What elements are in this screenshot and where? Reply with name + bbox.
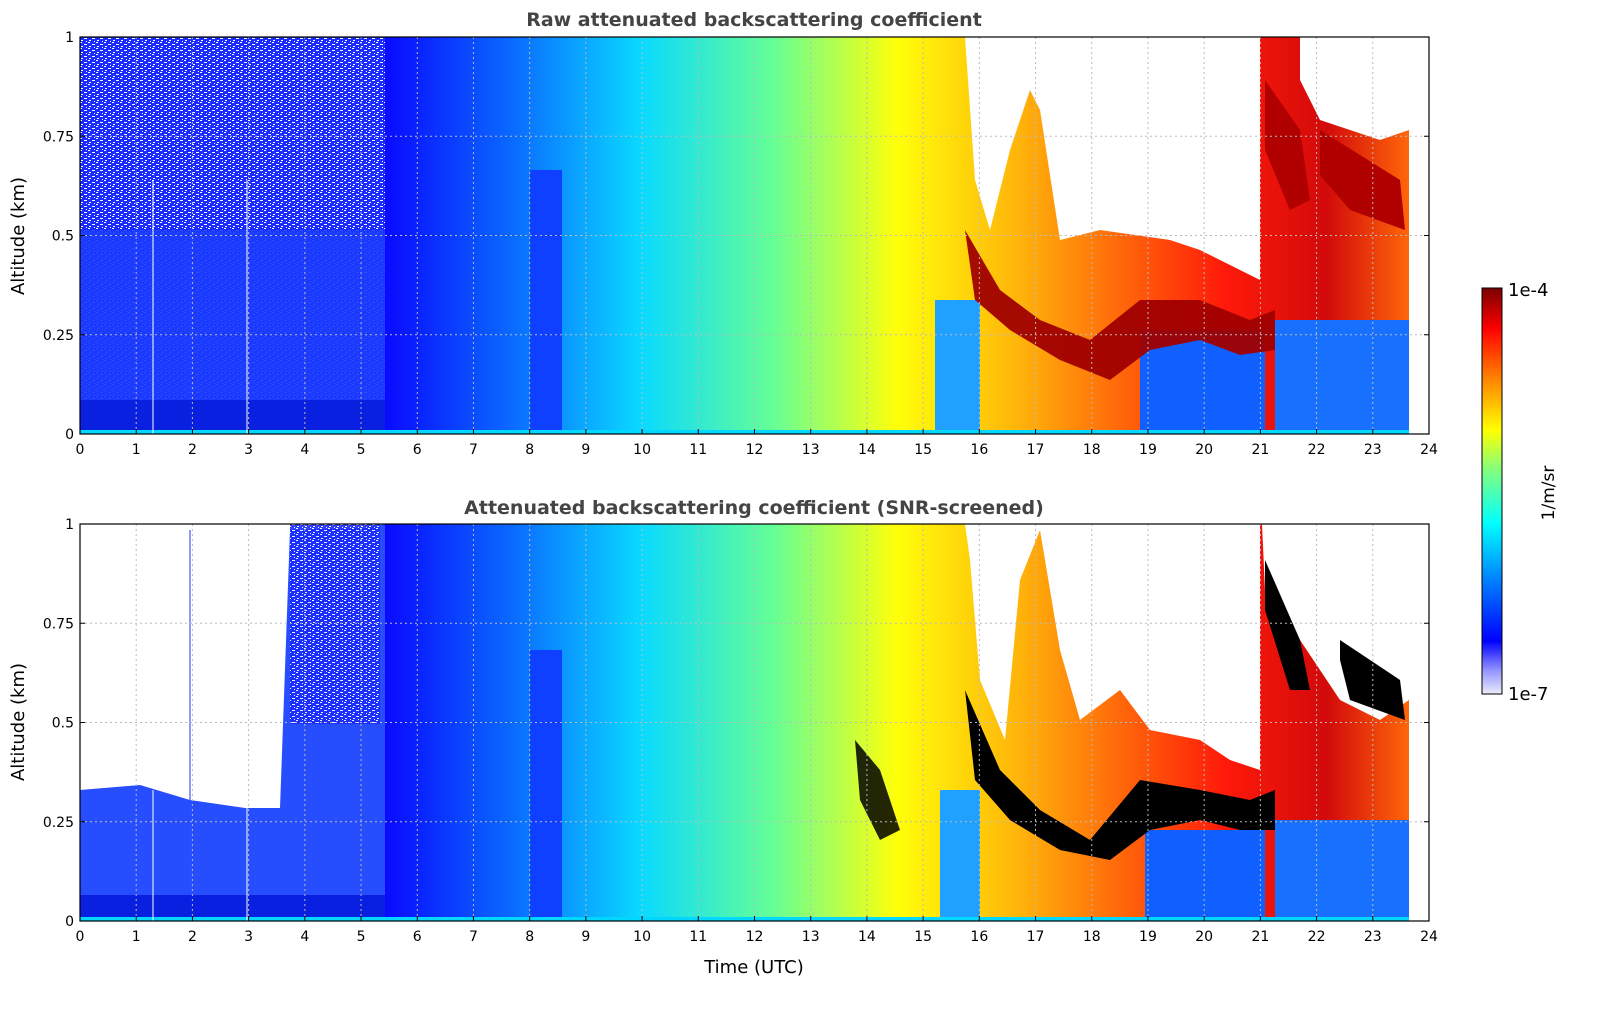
x-tick-label: 17 — [1027, 929, 1045, 945]
x-tick-label: 10 — [633, 442, 651, 458]
x-tick-label: 3 — [244, 442, 253, 458]
x-tick-label: 22 — [1308, 442, 1326, 458]
panel-screened-y-ticks: 0 0.25 0.5 0.75 1 — [43, 517, 1429, 930]
panel-raw-grid — [80, 37, 1429, 434]
panel-screened-title: Attenuated backscattering coefficient (S… — [464, 497, 1044, 519]
x-tick-label: 8 — [525, 929, 534, 945]
x-tick-label: 18 — [1083, 929, 1101, 945]
x-tick-label: 2 — [188, 442, 197, 458]
x-tick-label: 21 — [1251, 929, 1269, 945]
x-tick-label: 11 — [689, 929, 707, 945]
x-tick-label: 4 — [300, 929, 309, 945]
panel-screened-ylabel: Altitude (km) — [8, 663, 29, 781]
panel-screened: Attenuated backscattering coefficient (S… — [8, 497, 1438, 978]
x-tick-label: 3 — [244, 929, 253, 945]
x-tick-label: 12 — [746, 929, 764, 945]
colorbar-gradient — [1481, 287, 1503, 695]
panel-raw-x-ticks: 0 1 2 3 4 5 6 7 8 9 10 11 12 13 14 15 16 17 18 19 20 21 22 23 24 — [76, 429, 1438, 458]
x-tick-label: 9 — [581, 929, 590, 945]
y-tick-label: 0.75 — [43, 616, 74, 632]
y-tick-label: 0.5 — [52, 229, 74, 245]
x-tick-label: 20 — [1195, 442, 1213, 458]
panel-raw: Raw attenuated backscattering coefficien… — [8, 9, 1438, 458]
y-tick-label: 0 — [65, 427, 74, 443]
x-tick-label: 23 — [1364, 929, 1382, 945]
colorbar-max-label: 1e-4 — [1508, 280, 1548, 301]
x-tick-label: 19 — [1139, 442, 1157, 458]
y-tick-label: 0.25 — [43, 328, 74, 344]
x-tick-label: 19 — [1139, 929, 1157, 945]
y-tick-label: 0.75 — [43, 129, 74, 145]
y-tick-label: 0.25 — [43, 815, 74, 831]
x-tick-label: 15 — [914, 929, 932, 945]
x-tick-label: 10 — [633, 929, 651, 945]
x-tick-label: 5 — [357, 929, 366, 945]
x-tick-label: 4 — [300, 442, 309, 458]
panel-screened-x-ticks: 0 1 2 3 4 5 6 7 8 9 10 11 12 13 14 15 16 17 18 19 20 21 22 23 24 — [76, 916, 1438, 945]
x-tick-label: 23 — [1364, 442, 1382, 458]
x-tick-label: 11 — [689, 442, 707, 458]
panel-raw-title: Raw attenuated backscattering coefficien… — [526, 9, 982, 31]
colorbar-unit-label: 1/m/sr — [1539, 466, 1559, 521]
y-tick-label: 0.5 — [52, 716, 74, 732]
x-tick-label: 12 — [746, 442, 764, 458]
x-tick-label: 21 — [1251, 442, 1269, 458]
x-tick-label: 0 — [76, 442, 85, 458]
x-tick-label: 14 — [858, 442, 876, 458]
y-tick-label: 1 — [65, 517, 74, 533]
panel-raw-y-ticks: 0 0.25 0.5 0.75 1 — [43, 30, 1429, 443]
x-tick-label: 14 — [858, 929, 876, 945]
colorbar: 1e-4 1e-7 1/m/sr — [1481, 280, 1559, 705]
x-tick-label: 13 — [802, 442, 820, 458]
x-tick-label: 16 — [970, 442, 988, 458]
panel-raw-ylabel: Altitude (km) — [8, 177, 29, 295]
x-tick-label: 7 — [469, 929, 478, 945]
x-tick-label: 18 — [1083, 442, 1101, 458]
x-tick-label: 24 — [1420, 929, 1438, 945]
x-tick-label: 1 — [132, 929, 141, 945]
panel-screened-xlabel: Time (UTC) — [703, 957, 804, 978]
y-tick-label: 1 — [65, 30, 74, 46]
y-tick-label: 0 — [65, 914, 74, 930]
x-tick-label: 6 — [413, 442, 422, 458]
x-tick-label: 7 — [469, 442, 478, 458]
x-tick-label: 5 — [357, 442, 366, 458]
x-tick-label: 2 — [188, 929, 197, 945]
panel-screened-grid — [80, 524, 1429, 921]
x-tick-label: 8 — [525, 442, 534, 458]
x-tick-label: 22 — [1308, 929, 1326, 945]
x-tick-label: 17 — [1027, 442, 1045, 458]
x-tick-label: 6 — [413, 929, 422, 945]
x-tick-label: 1 — [132, 442, 141, 458]
colorbar-min-label: 1e-7 — [1508, 684, 1548, 705]
x-tick-label: 9 — [581, 442, 590, 458]
x-tick-label: 13 — [802, 929, 820, 945]
x-tick-label: 24 — [1420, 442, 1438, 458]
x-tick-label: 20 — [1195, 929, 1213, 945]
x-tick-label: 0 — [76, 929, 85, 945]
x-tick-label: 16 — [970, 929, 988, 945]
x-tick-label: 15 — [914, 442, 932, 458]
